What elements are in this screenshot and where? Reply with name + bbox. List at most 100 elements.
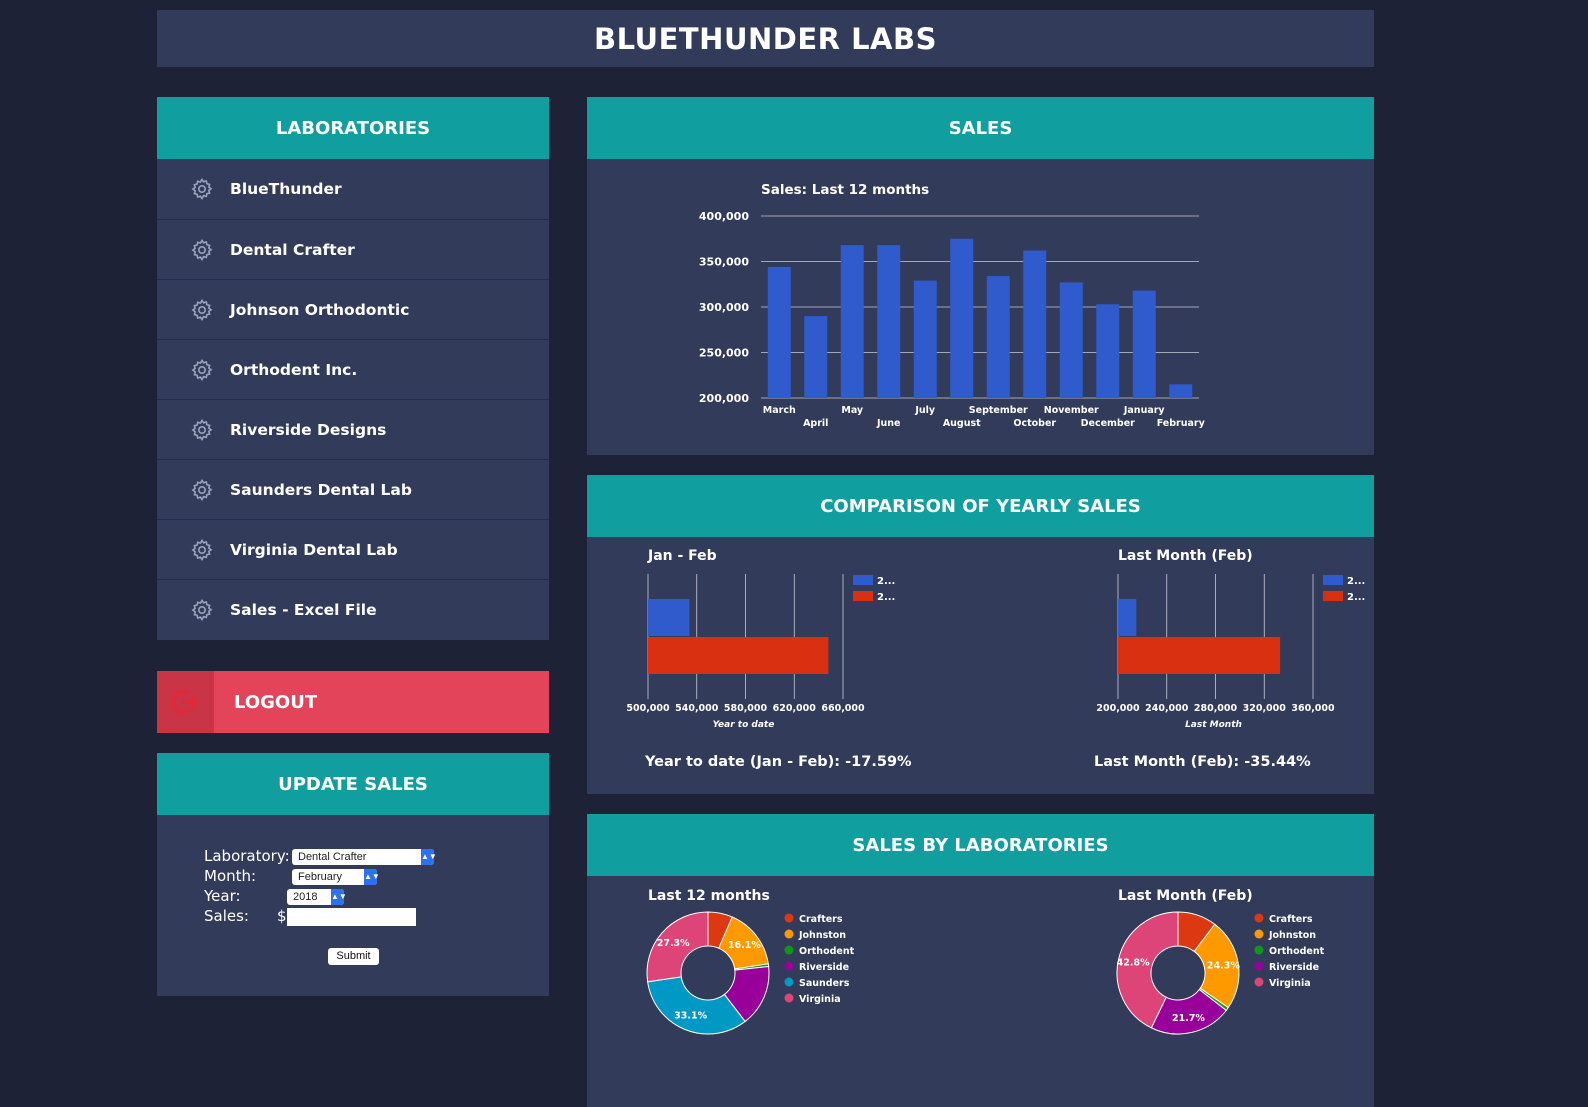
y-tick-label: 350,000: [699, 256, 749, 269]
update-sales-form: Laboratory: Dental Crafter ▲▼ Month: Feb…: [157, 815, 549, 996]
legend-dot: [1254, 977, 1264, 987]
gear-icon: [191, 358, 213, 381]
x-tick-label: February: [1157, 418, 1206, 429]
x-axis-label: Year to date: [713, 720, 775, 730]
bar: [648, 599, 690, 636]
x-tick-label: December: [1081, 418, 1136, 429]
select-arrows-icon: ▲▼: [331, 889, 347, 905]
bar: [877, 245, 901, 398]
legend-label: Riverside: [799, 962, 849, 973]
ytd-stat: Year to date (Jan - Feb): -17.59%: [645, 754, 912, 770]
bar: [1096, 304, 1120, 398]
logout-button[interactable]: LOGOUT: [157, 671, 549, 733]
x-tick-label: October: [1013, 418, 1056, 429]
bar: [1118, 637, 1281, 674]
currency-symbol: $: [277, 907, 287, 925]
sidebar-item-lab[interactable]: Sales - Excel File: [157, 579, 549, 639]
x-tick-label: April: [803, 418, 828, 429]
legend-label: 2...: [1347, 592, 1365, 603]
sidebar-item-lab[interactable]: Johnson Orthodontic: [157, 279, 549, 339]
legend-dot: [784, 977, 794, 987]
x-tick-label: 540,000: [675, 703, 719, 714]
lab-item-label: Saunders Dental Lab: [230, 480, 412, 499]
bar: [648, 637, 829, 674]
sidebar-item-lab[interactable]: Virginia Dental Lab: [157, 519, 549, 579]
bar: [767, 266, 791, 398]
year-label: Year:: [204, 887, 241, 905]
legend-dot: [784, 961, 794, 971]
page-header: BLUETHUNDER LABS: [157, 10, 1374, 67]
pie-title: Last Month (Feb): [1118, 888, 1253, 904]
x-tick-label: 580,000: [724, 703, 768, 714]
legend-swatch: [1323, 575, 1343, 585]
submit-button[interactable]: Submit: [328, 948, 379, 965]
legend-dot: [784, 913, 794, 923]
sales-label: Sales:: [204, 907, 249, 925]
chart-title: Sales: Last 12 months: [761, 182, 929, 198]
pie-slice: [647, 976, 746, 1035]
legend-dot: [1254, 913, 1264, 923]
legend-label: Saunders: [799, 978, 850, 989]
sales-header: SALES: [587, 97, 1374, 159]
bar: [986, 276, 1010, 398]
pie-slice-label: 33.1%: [674, 1011, 707, 1022]
update-sales-panel: UPDATE SALES Laboratory: Dental Crafter …: [157, 753, 549, 996]
lab-item-label: Sales - Excel File: [230, 600, 377, 619]
sidebar-item-lab[interactable]: Dental Crafter: [157, 219, 549, 279]
sidebar-item-lab[interactable]: Saunders Dental Lab: [157, 459, 549, 519]
sales-by-labs-title: SALES BY LABORATORIES: [852, 834, 1109, 856]
ytd-chart-title: Jan - Feb: [647, 548, 717, 564]
x-tick-label: 660,000: [821, 703, 865, 714]
pie-slice-label: 21.7%: [1172, 1013, 1205, 1024]
comparison-panel: COMPARISON OF YEARLY SALES Jan - Feb 500,…: [587, 475, 1374, 794]
x-axis-label: Last Month: [1185, 720, 1242, 730]
sales-by-labs-panel: SALES BY LABORATORIES Last 12 months 16.1…: [587, 814, 1374, 1107]
x-tick-label: August: [943, 418, 981, 429]
sidebar-item-lab[interactable]: Riverside Designs: [157, 399, 549, 459]
sales-panel: SALES Sales: Last 12 months 200,000 250,00…: [587, 97, 1374, 455]
select-arrows-icon: ▲▼: [364, 869, 380, 885]
month-select-value: February: [298, 871, 343, 883]
x-tick-label: July: [914, 405, 936, 416]
pie-slice-label: 24.3%: [1207, 961, 1240, 972]
x-tick-label: March: [763, 405, 796, 416]
pie-slice: [1116, 911, 1179, 1029]
gear-icon: [191, 178, 213, 201]
logout-icon: [157, 671, 214, 733]
sidebar-item-lab[interactable]: BlueThunder: [157, 159, 549, 219]
x-tick-label: 200,000: [1096, 703, 1140, 714]
legend-dot: [1254, 961, 1264, 971]
sales-input[interactable]: [287, 908, 416, 926]
pie-slice: [646, 911, 709, 983]
update-sales-header: UPDATE SALES: [157, 753, 549, 815]
legend-label: 2...: [877, 576, 895, 587]
comparison-header: COMPARISON OF YEARLY SALES: [587, 475, 1374, 537]
legend-dot: [1254, 929, 1264, 939]
x-tick-label: January: [1123, 405, 1166, 416]
year-select-value: 2018: [293, 891, 318, 903]
legend-label: 2...: [877, 592, 895, 603]
laboratory-label: Laboratory:: [204, 847, 290, 865]
y-tick-label: 200,000: [699, 392, 749, 405]
sidebar-item-lab[interactable]: Orthodent Inc.: [157, 339, 549, 399]
x-tick-label: June: [876, 418, 901, 429]
legend-swatch: [853, 591, 873, 601]
laboratory-select[interactable]: Dental Crafter ▲▼: [292, 849, 437, 865]
legend-dot: [784, 993, 794, 1003]
legend-label: Orthodent: [799, 946, 855, 957]
legend-label: 2...: [1347, 576, 1365, 587]
x-tick-label: 500,000: [626, 703, 670, 714]
sales-by-labs-header: SALES BY LABORATORIES: [587, 814, 1374, 876]
lab-item-label: BlueThunder: [230, 180, 342, 198]
month-select[interactable]: February ▲▼: [292, 869, 380, 885]
lab-item-label: Johnson Orthodontic: [230, 300, 410, 319]
year-select[interactable]: 2018 ▲▼: [287, 889, 347, 905]
x-tick-label: September: [969, 405, 1028, 416]
legend-label: Crafters: [799, 914, 843, 925]
laboratories-title: LABORATORIES: [275, 117, 431, 139]
lab-item-label: Dental Crafter: [230, 240, 355, 259]
sales-bar-chart: Sales: Last 12 months 200,000 250,000 300,0…: [699, 182, 1206, 429]
legend-dot: [1254, 945, 1264, 955]
bar: [1023, 250, 1047, 398]
legend-swatch: [1323, 591, 1343, 601]
